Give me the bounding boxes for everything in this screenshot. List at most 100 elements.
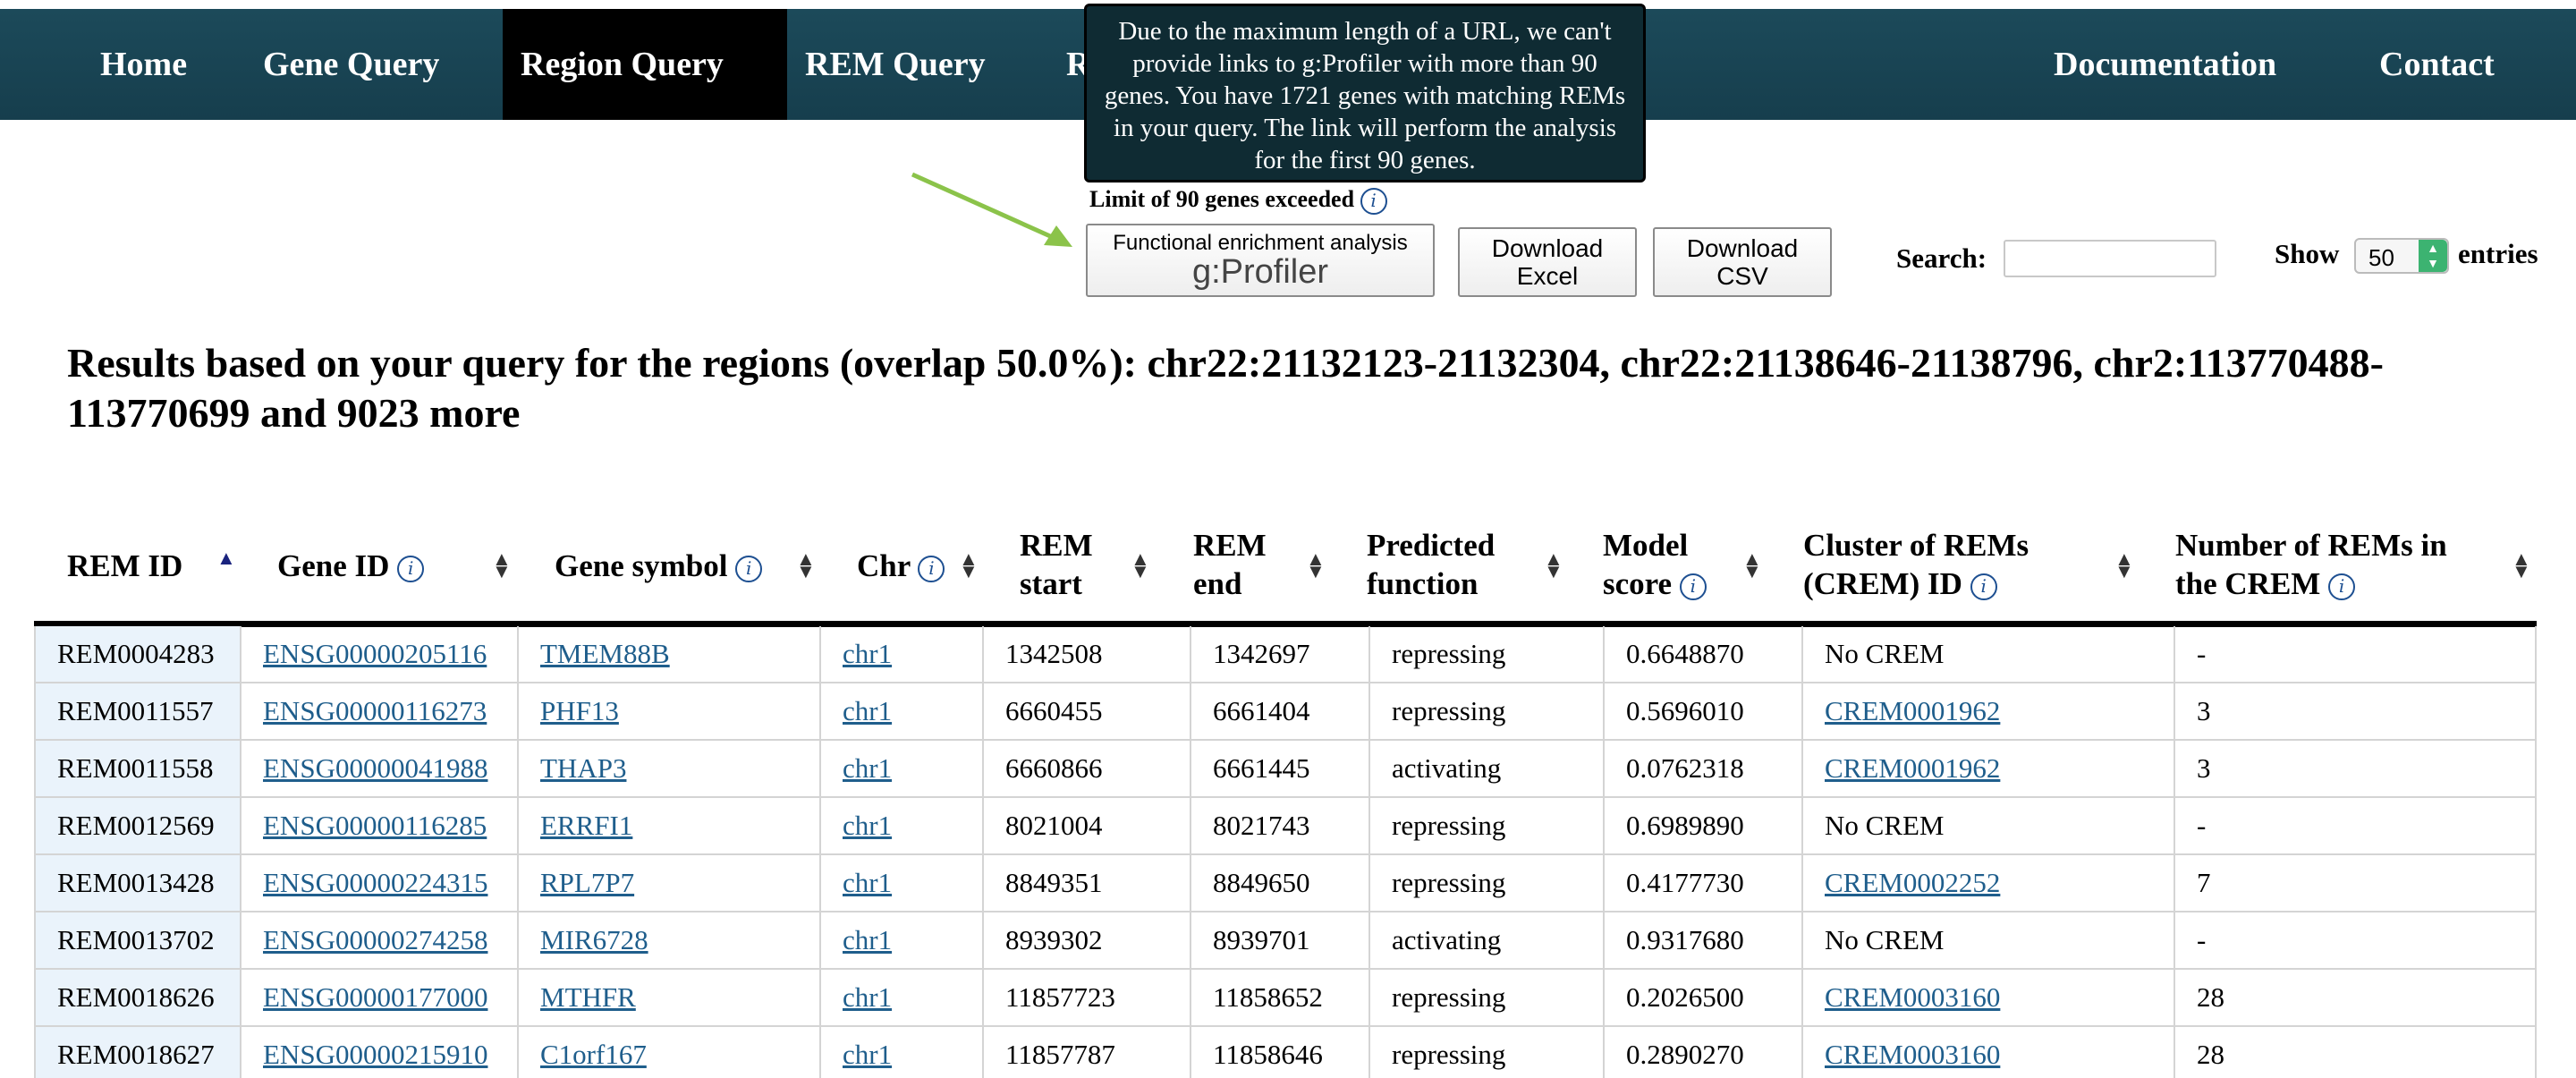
nav-documentation[interactable]: Documentation bbox=[2054, 46, 2277, 83]
cell-crem[interactable]: CREM0002252 bbox=[1803, 855, 2175, 911]
cell-gene-id[interactable]: ENSG00000205116 bbox=[242, 626, 519, 682]
info-icon[interactable]: i bbox=[1970, 573, 1997, 600]
cell-gene-symbol-value[interactable]: MIR6728 bbox=[540, 924, 648, 955]
cell-chr-value[interactable]: chr1 bbox=[843, 810, 893, 841]
cell-gene-id-value[interactable]: ENSG00000224315 bbox=[263, 867, 488, 898]
col-header-model-score[interactable]: Model score i bbox=[1603, 526, 1707, 603]
cell-gene-symbol-value[interactable]: THAP3 bbox=[540, 752, 627, 784]
search-input[interactable] bbox=[2004, 240, 2216, 277]
cell-gene-symbol[interactable]: MTHFR bbox=[519, 970, 821, 1025]
cell-gene-id-value[interactable]: ENSG00000116285 bbox=[263, 810, 487, 841]
col-header-rem-end[interactable]: REM end bbox=[1193, 526, 1267, 603]
cell-gene-symbol-value[interactable]: MTHFR bbox=[540, 981, 636, 1013]
sort-both-icon[interactable]: ▲ ▼ bbox=[492, 547, 512, 582]
cell-gene-symbol-value[interactable]: C1orf167 bbox=[540, 1039, 647, 1070]
cell-nrem: - bbox=[2175, 626, 2537, 682]
cell-rem-id: REM0013428 bbox=[34, 855, 242, 911]
col-header-rem-id[interactable]: REM ID bbox=[67, 547, 182, 585]
nav-rem-query[interactable]: REM Query bbox=[805, 46, 986, 83]
cell-chr[interactable]: chr1 bbox=[821, 855, 984, 911]
col-header-crem-id[interactable]: Cluster of REMs (CREM) ID i bbox=[1803, 526, 2029, 603]
sort-both-icon[interactable]: ▲ ▼ bbox=[959, 547, 979, 582]
cell-gene-symbol-value[interactable]: TMEM88B bbox=[540, 638, 670, 669]
info-icon[interactable]: i bbox=[735, 555, 763, 582]
cell-gene-id[interactable]: ENSG00000224315 bbox=[242, 855, 519, 911]
cell-chr[interactable]: chr1 bbox=[821, 1027, 984, 1078]
col-header-rem-start[interactable]: REM start bbox=[1020, 526, 1093, 603]
entries-select[interactable]: 50 ▲ ▼ bbox=[2354, 238, 2449, 274]
nav-region-query[interactable]: Region Query bbox=[503, 9, 787, 120]
info-icon[interactable]: i bbox=[2328, 573, 2356, 600]
cell-end: 11858652 bbox=[1191, 970, 1370, 1025]
cell-gene-id-value[interactable]: ENSG00000205116 bbox=[263, 638, 487, 669]
cell-gene-symbol-value[interactable]: ERRFI1 bbox=[540, 810, 633, 841]
cell-chr-value[interactable]: chr1 bbox=[843, 867, 893, 898]
nav-home[interactable]: Home bbox=[100, 46, 188, 83]
cell-chr-value[interactable]: chr1 bbox=[843, 752, 893, 784]
cell-crem[interactable]: CREM0001962 bbox=[1803, 741, 2175, 796]
cell-gene-symbol[interactable]: TMEM88B bbox=[519, 626, 821, 682]
cell-score: 0.6989890 bbox=[1605, 798, 1803, 853]
cell-gene-id[interactable]: ENSG00000274258 bbox=[242, 912, 519, 968]
sort-both-icon[interactable]: ▲ ▼ bbox=[1544, 547, 1563, 582]
cell-gene-symbol[interactable]: C1orf167 bbox=[519, 1027, 821, 1078]
info-icon[interactable]: i bbox=[397, 555, 425, 582]
sort-both-icon[interactable]: ▲ ▼ bbox=[1742, 547, 1762, 582]
cell-crem[interactable]: CREM0003160 bbox=[1803, 1027, 2175, 1078]
cell-chr-value[interactable]: chr1 bbox=[843, 981, 893, 1013]
cell-crem[interactable]: CREM0003160 bbox=[1803, 970, 2175, 1025]
cell-chr-value[interactable]: chr1 bbox=[843, 924, 893, 955]
cell-chr[interactable]: chr1 bbox=[821, 683, 984, 739]
cell-gene-id[interactable]: ENSG00000041988 bbox=[242, 741, 519, 796]
cell-gene-id[interactable]: ENSG00000116273 bbox=[242, 683, 519, 739]
col-header-chr[interactable]: Chr i bbox=[857, 547, 945, 585]
cell-gene-id-value[interactable]: ENSG00000116273 bbox=[263, 695, 487, 726]
cell-gene-id-value[interactable]: ENSG00000215910 bbox=[263, 1039, 488, 1070]
sort-both-icon[interactable]: ▲ ▼ bbox=[2512, 547, 2531, 582]
cell-crem-value[interactable]: CREM0001962 bbox=[1825, 695, 2001, 726]
cell-gene-id-value[interactable]: ENSG00000274258 bbox=[263, 924, 488, 955]
nav-contact[interactable]: Contact bbox=[2379, 46, 2495, 83]
col-header-gene-symbol[interactable]: Gene symbol i bbox=[555, 547, 763, 585]
cell-chr[interactable]: chr1 bbox=[821, 798, 984, 853]
cell-gene-symbol[interactable]: RPL7P7 bbox=[519, 855, 821, 911]
cell-chr-value[interactable]: chr1 bbox=[843, 638, 893, 669]
cell-gene-id-value[interactable]: ENSG00000177000 bbox=[263, 981, 488, 1013]
sort-asc-icon[interactable]: ▲ bbox=[216, 547, 236, 569]
cell-crem-value[interactable]: CREM0003160 bbox=[1825, 1039, 2001, 1070]
info-icon[interactable]: i bbox=[1679, 573, 1707, 600]
info-icon[interactable]: i bbox=[918, 555, 945, 582]
cell-chr-value[interactable]: chr1 bbox=[843, 695, 893, 726]
cell-gene-symbol[interactable]: PHF13 bbox=[519, 683, 821, 739]
cell-gene-id[interactable]: ENSG00000116285 bbox=[242, 798, 519, 853]
cell-gene-symbol-value[interactable]: RPL7P7 bbox=[540, 867, 635, 898]
gprofiler-button[interactable]: Functional enrichment analysis g:Profile… bbox=[1086, 224, 1435, 297]
cell-chr[interactable]: chr1 bbox=[821, 741, 984, 796]
cell-gene-id[interactable]: ENSG00000215910 bbox=[242, 1027, 519, 1078]
col-header-number-rems[interactable]: Number of REMs in the CREM i bbox=[2175, 526, 2447, 603]
sort-both-icon[interactable]: ▲ ▼ bbox=[2114, 547, 2134, 582]
sort-both-icon[interactable]: ▲ ▼ bbox=[1306, 547, 1326, 582]
nav-gene-query[interactable]: Gene Query bbox=[263, 46, 440, 83]
cell-chr[interactable]: chr1 bbox=[821, 912, 984, 968]
cell-gene-symbol-value[interactable]: PHF13 bbox=[540, 695, 619, 726]
cell-crem-value[interactable]: CREM0002252 bbox=[1825, 867, 2001, 898]
sort-both-icon[interactable]: ▲ ▼ bbox=[1131, 547, 1150, 582]
cell-chr-value[interactable]: chr1 bbox=[843, 1039, 893, 1070]
cell-gene-symbol[interactable]: THAP3 bbox=[519, 741, 821, 796]
sort-both-icon[interactable]: ▲ ▼ bbox=[796, 547, 816, 582]
cell-gene-id-value[interactable]: ENSG00000041988 bbox=[263, 752, 488, 784]
cell-gene-symbol[interactable]: MIR6728 bbox=[519, 912, 821, 968]
cell-crem-value[interactable]: CREM0001962 bbox=[1825, 752, 2001, 784]
cell-gene-symbol[interactable]: ERRFI1 bbox=[519, 798, 821, 853]
cell-gene-id[interactable]: ENSG00000177000 bbox=[242, 970, 519, 1025]
col-header-predicted-function[interactable]: Predicted function bbox=[1367, 526, 1495, 603]
cell-chr[interactable]: chr1 bbox=[821, 970, 984, 1025]
cell-crem-value[interactable]: CREM0003160 bbox=[1825, 981, 2001, 1013]
col-header-gene-id[interactable]: Gene ID i bbox=[277, 547, 425, 585]
download-excel-button[interactable]: Download Excel bbox=[1458, 227, 1637, 297]
download-csv-button[interactable]: Download CSV bbox=[1653, 227, 1832, 297]
cell-chr[interactable]: chr1 bbox=[821, 626, 984, 682]
info-icon[interactable]: i bbox=[1360, 188, 1387, 216]
cell-crem[interactable]: CREM0001962 bbox=[1803, 683, 2175, 739]
